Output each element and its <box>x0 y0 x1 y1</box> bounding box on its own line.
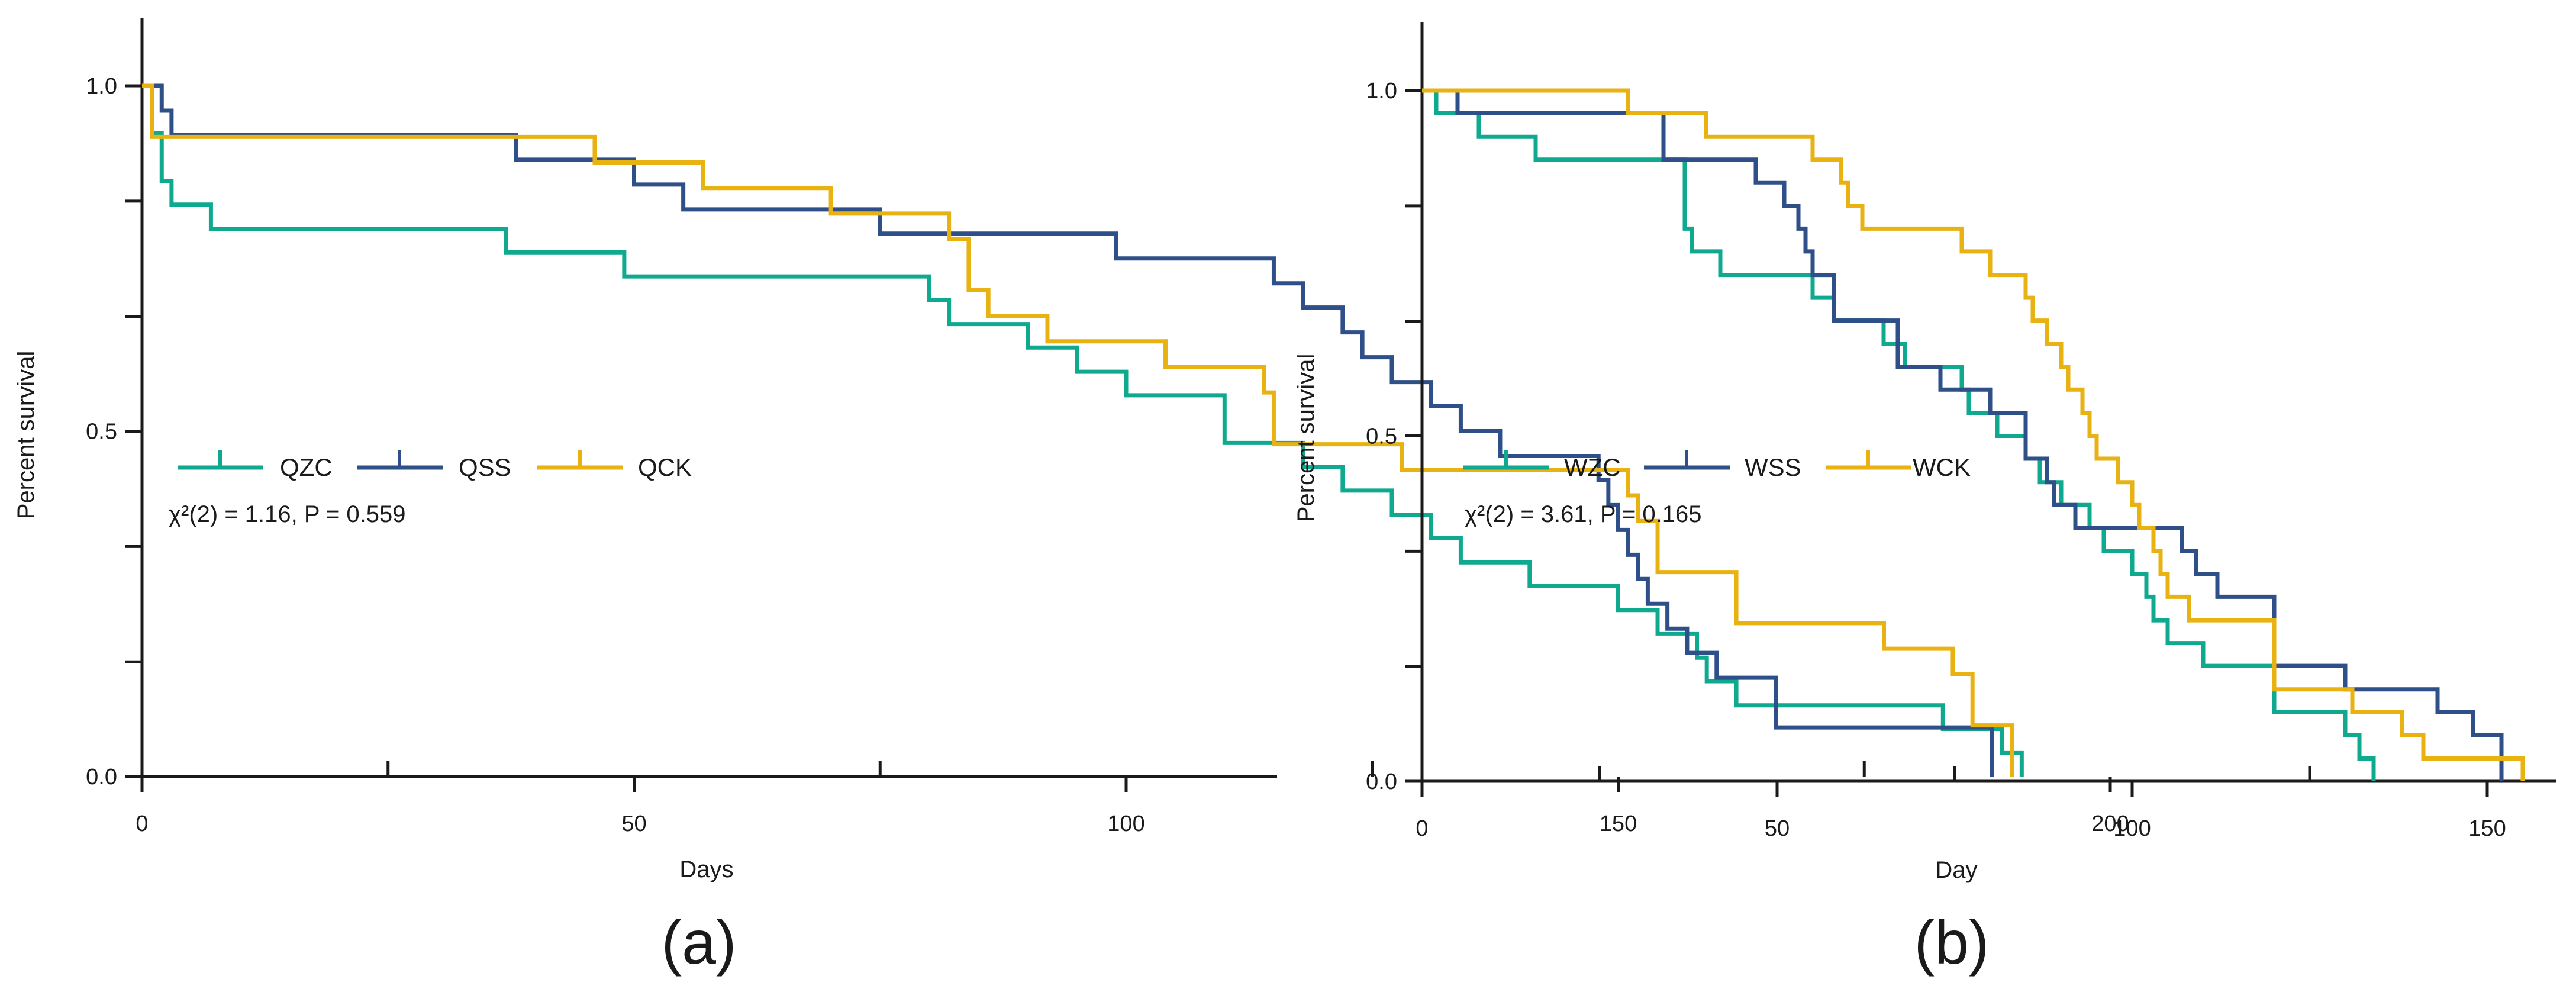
panel-label: (b) <box>1914 909 1989 977</box>
chart-panel-a: Percent survival 0.00.51.0 0 50 100 150 200 … <box>13 18 2129 977</box>
y-axis-title: Percent survival <box>1293 354 1319 523</box>
x-tick-label: 150 <box>1600 811 1637 836</box>
legend: WZC WSS WCK <box>1463 450 1971 481</box>
x-tick-label: 100 <box>2113 816 2151 841</box>
legend-label: WCK <box>1913 453 1971 481</box>
legend-item-wck: WCK <box>1826 450 1971 481</box>
legend-label: QZC <box>280 453 333 481</box>
survival-curve-qss <box>142 83 1994 777</box>
test-statistic-annotation: χ²(2) = 1.16, P = 0.559 <box>169 501 406 527</box>
legend-item-wzc: WZC <box>1463 450 1621 481</box>
legend-label: WZC <box>1564 453 1621 481</box>
x-tick-label: 50 <box>621 811 646 836</box>
legend-item-qzc: QZC <box>178 450 333 481</box>
y-axis-title: Percent survival <box>13 351 39 520</box>
panel-label: (a) <box>661 909 736 977</box>
x-axis-title: Day <box>1935 857 1977 883</box>
legend-item-wss: WSS <box>1644 450 1801 481</box>
y-tick-label: 0.0 <box>1366 769 1397 794</box>
x-tick-label: 200 <box>2091 811 2129 836</box>
x-tick-label: 50 <box>1765 816 1790 841</box>
x-tick-label: 0 <box>136 811 148 836</box>
y-tick-label: 0.5 <box>1366 424 1397 449</box>
x-tick-label: 100 <box>1107 811 1144 836</box>
y-tick-label: 1.0 <box>1366 79 1397 104</box>
legend-label: QSS <box>459 453 511 481</box>
x-tick-label: 0 <box>1416 816 1428 841</box>
legend-item-qck: QCK <box>537 450 692 481</box>
legend-label: WSS <box>1745 453 1801 481</box>
legend: QZC QSS QCK <box>178 450 692 481</box>
survival-curve-qzc <box>142 83 2024 777</box>
y-tick-label: 1.0 <box>86 74 117 99</box>
test-statistic-annotation: χ²(2) = 3.61, P = 0.165 <box>1465 501 1702 527</box>
x-tick-label: 150 <box>2468 816 2506 841</box>
survival-curve-qck <box>142 83 2014 777</box>
survival-curve-wss <box>1422 88 2504 781</box>
legend-label: QCK <box>638 453 692 481</box>
survival-curve-wzc <box>1422 88 2376 781</box>
survival-curve-wck <box>1422 88 2525 781</box>
legend-item-qss: QSS <box>357 450 511 481</box>
y-tick-label: 0.5 <box>86 420 117 444</box>
y-tick-label: 0.0 <box>86 765 117 790</box>
x-axis-title: Days <box>679 856 733 882</box>
chart-panel-b: Percent survival 0.0 0.5 1.0 0 50 100 150 WZC… <box>1293 22 2556 977</box>
